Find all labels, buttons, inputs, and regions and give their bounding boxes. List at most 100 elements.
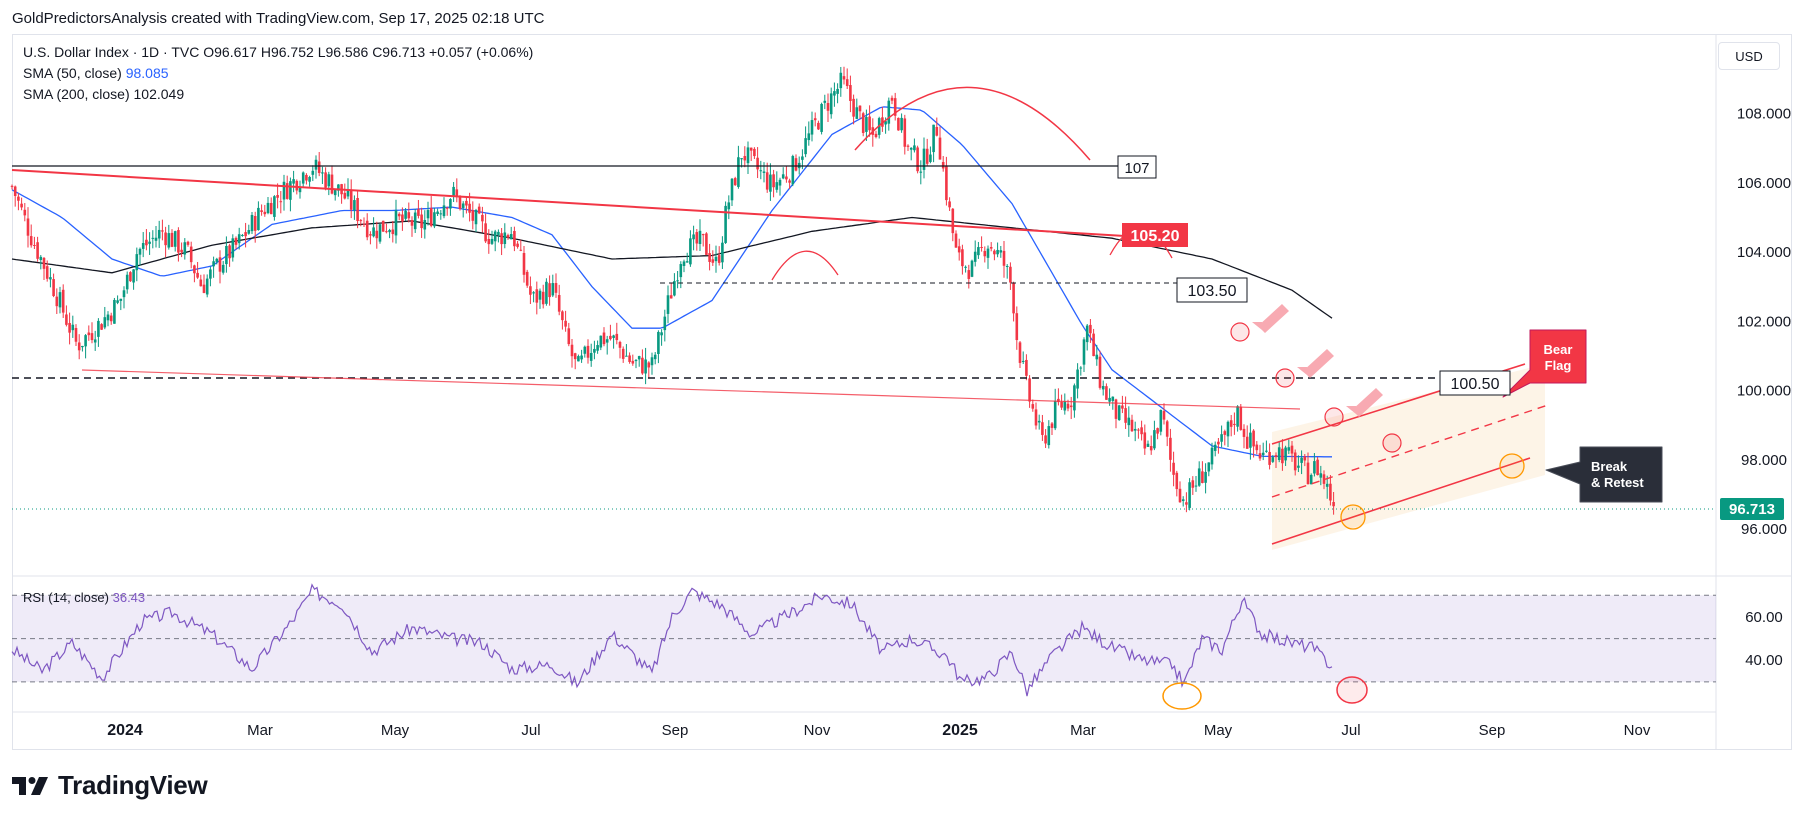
candle-body (855, 107, 859, 119)
candle-body (682, 261, 686, 266)
legend-rsi-row[interactable]: RSI (14, close) 36.43 (23, 590, 145, 605)
candle-body (61, 289, 65, 313)
candle-body (138, 248, 142, 255)
time-axis-tick: Mar (247, 722, 273, 739)
candle-body (849, 85, 852, 101)
candle-body (1130, 419, 1134, 432)
candle-body (1178, 488, 1182, 503)
candle-body (612, 335, 615, 338)
candle-body (263, 211, 267, 215)
candle-body (1197, 468, 1201, 486)
candle-body (413, 212, 417, 230)
legend-sma50-row[interactable]: SMA (50, close) 98.085 (23, 65, 169, 81)
legend-sma200-label[interactable]: SMA (200, close) (23, 86, 130, 102)
major-top-arc (854, 86, 1091, 161)
candle-body (1092, 333, 1095, 357)
candle-body (1146, 443, 1150, 447)
candle-body (836, 88, 839, 94)
candle-body (525, 271, 529, 286)
legend-price-row[interactable]: U.S. Dollar Index · 1D · TVC O96.617 H96… (23, 44, 533, 60)
chart-caption: GoldPredictorsAnalysis created with Trad… (12, 10, 545, 27)
candle-body (385, 231, 388, 233)
candle-body (237, 234, 241, 244)
candle-body (42, 257, 46, 269)
candle-body (1037, 420, 1041, 423)
candle-body (893, 98, 897, 116)
candle-body (257, 207, 260, 231)
candle-body (311, 170, 315, 175)
candle-body (826, 103, 830, 111)
candle-body (602, 332, 606, 345)
candle-body (746, 147, 750, 164)
candle-body (353, 200, 356, 211)
candle-body (13, 186, 17, 196)
candle-body (285, 183, 289, 199)
candle-body (26, 218, 30, 236)
rejection-circle-3 (1324, 407, 1344, 427)
candle-body (919, 171, 923, 173)
time-axis-tick: Mar (1070, 722, 1096, 739)
legend-sma200-row[interactable]: SMA (200, close) 102.049 (23, 86, 184, 102)
candle-body (1204, 471, 1207, 483)
candle-body (932, 124, 935, 153)
candle-body (1018, 342, 1022, 363)
candle-body (442, 205, 446, 217)
currency-selector[interactable]: USD (1718, 42, 1780, 70)
candle-body (1127, 417, 1131, 426)
candle-body (407, 212, 411, 219)
candle-body (541, 291, 545, 305)
candle-body (634, 360, 638, 362)
price-axis-tick: 106.000 (1737, 175, 1791, 192)
legend-close: C96.713 (372, 44, 426, 60)
candle-body (1089, 324, 1092, 334)
time-axis-tick: Sep (662, 722, 689, 739)
rsi-low-circle-jul (1336, 676, 1368, 704)
candle-body (362, 223, 366, 225)
candle-body (874, 133, 878, 138)
legend-rsi-label[interactable]: RSI (14, close) (23, 590, 109, 605)
candle-body (996, 249, 999, 255)
tradingview-logo[interactable]: TradingView (12, 770, 208, 801)
time-axis-tick: 2024 (107, 722, 143, 739)
candle-body (804, 138, 807, 155)
bear-flag-lower-line (1271, 457, 1531, 545)
legend-sma50-label[interactable]: SMA (50, close) (23, 65, 122, 81)
candle-body (1185, 502, 1188, 505)
price-axis-tick: 102.000 (1737, 313, 1791, 330)
candle-body (708, 253, 711, 262)
candle-body (679, 264, 683, 278)
candle-body (212, 261, 215, 267)
candle-body (567, 328, 571, 345)
candle-body (282, 181, 286, 200)
candle-body (205, 278, 209, 295)
candle-body (1265, 450, 1268, 452)
price-axis-tick: 108.000 (1737, 106, 1791, 123)
candle-body (397, 213, 401, 217)
candle-body (1245, 436, 1249, 449)
candle-body (641, 357, 644, 374)
candle-body (621, 348, 625, 359)
candle-body (1047, 426, 1051, 446)
legend-symbol[interactable]: U.S. Dollar Index · 1D · TVC (23, 44, 200, 60)
candle-body (36, 242, 39, 259)
candle-body (833, 91, 836, 96)
candle-body (471, 210, 475, 221)
candle-body (1121, 405, 1124, 409)
candle-body (1297, 465, 1300, 468)
candle-body (279, 201, 283, 203)
candle-body (215, 258, 219, 262)
candle-body (993, 250, 996, 255)
candle-body (548, 283, 551, 298)
candle-body (506, 235, 510, 238)
candle-body (1300, 457, 1303, 463)
candle-body (935, 126, 939, 136)
candle-body (1293, 452, 1297, 471)
candle-body (1175, 472, 1179, 490)
candle-body (1181, 499, 1185, 502)
candle-body (749, 147, 753, 151)
candle-body (813, 118, 817, 121)
candle-body (1117, 405, 1121, 421)
candle-body (951, 208, 955, 234)
candle-body (666, 295, 670, 314)
